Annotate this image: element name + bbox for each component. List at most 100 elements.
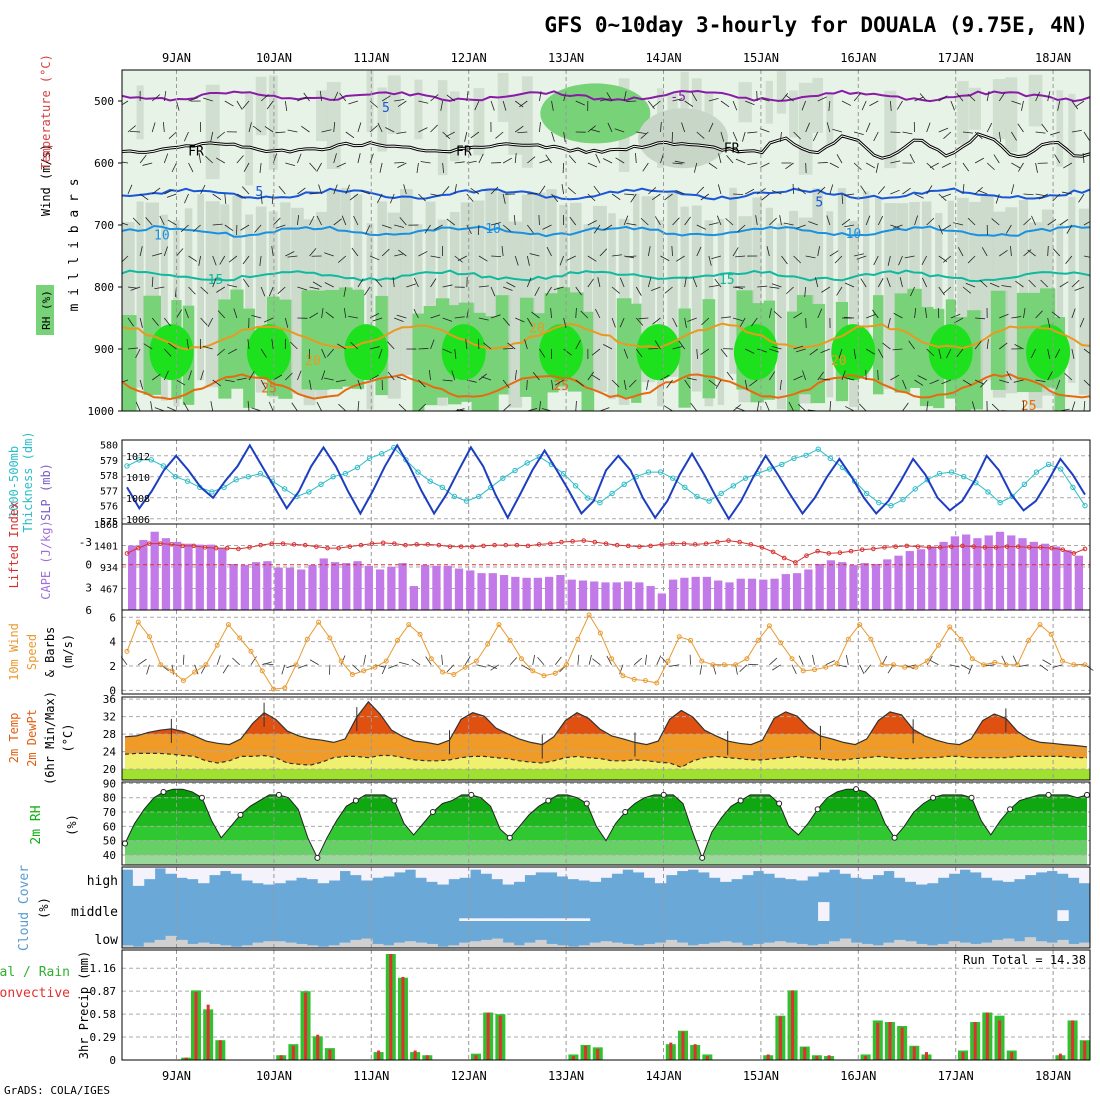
rh-column [812,188,824,375]
wind-barb [696,131,705,139]
wind-barb [163,91,167,102]
y-tick-label: 4 [109,636,116,649]
wind-speed-point [879,662,885,668]
axis-label: 1000-500mb [7,446,21,518]
wind-barb [636,131,647,135]
wind-barb [285,251,295,257]
wind-barb [999,313,1009,319]
wind-barb [756,90,758,102]
panel-border [121,439,1091,525]
wind-speed-point [327,635,333,641]
cloud-high-cell [622,867,634,870]
wind-barb [224,100,234,107]
thickness-point [281,486,288,492]
wind-barb [623,379,627,390]
cloud-high-cell [524,867,536,876]
wind-barb [297,286,308,291]
wind-barb [260,94,269,102]
wind-barb [708,97,719,102]
lifted-point [180,543,185,549]
wind-barb [691,92,698,102]
wind-barb [626,255,637,258]
wind-barb [163,317,171,327]
cape-bar [725,582,734,610]
cloud-low-cell [470,941,482,948]
bottom-date-labels: 9JAN 10JAN 11JAN 12JAN 13JAN 14JAN 15JAN 16JAN 1… [162,1069,1071,1083]
rh-point [1007,806,1014,813]
lifted-point [581,538,587,543]
wind-speed-point [609,656,615,662]
cloud-high-cell [328,867,341,881]
axis-label: Thickness (dm) [21,431,35,532]
rh-column [969,201,981,388]
wind-barb [236,155,244,164]
cloud-low-cell [1035,941,1047,948]
cape-bar [962,534,971,610]
rh-column [423,305,438,406]
wind-speed-point [755,637,761,643]
rh-column [232,195,242,382]
precip-conv-bar [669,1042,673,1060]
wind-barb [853,162,862,171]
cloud-low-cell [578,945,591,948]
wind-barb [297,370,302,381]
thickness-point [742,475,749,481]
wind-barb [446,664,455,673]
wind-speed-point [913,664,919,670]
wind-barb [381,248,390,257]
thickness-point [791,455,797,462]
top-date-labels: 9JAN 10JAN 11JAN 12JAN 13JAN 14JAN 15JAN 16JAN 1… [162,51,1071,65]
wind-barb [442,162,445,173]
cloud-high-cell [959,867,971,870]
rh-column [633,193,640,380]
cloud-high-cell [992,867,1004,881]
wind-barb [216,348,226,356]
cloud-low-cell [774,941,786,948]
cloud-high-cell [535,867,547,873]
wind-barb [602,158,613,164]
wind-barb [623,91,627,102]
wind-barb [1051,311,1061,319]
rh-column [789,90,799,138]
cloud-high-cell [274,867,286,884]
rh-point [930,794,937,801]
wind-barb [345,131,355,139]
wind-barb [890,160,901,164]
wind-barb [515,317,525,323]
wind-barb [184,131,189,142]
wind-barb [646,379,649,390]
cloud-mid-cell [524,918,536,921]
cloud-mid-cell [535,918,547,921]
cape-bar [612,582,621,610]
precip-conv-bar [827,1055,831,1060]
wind-barb [154,286,165,290]
wind-barb [892,224,903,229]
wind-barb [539,122,541,133]
cloud-high-cell [981,867,993,878]
wind-barb [769,371,776,381]
wind-barb [1023,249,1032,257]
wind-barb [399,217,407,226]
wind-barb [1011,100,1021,105]
cape-bar [871,563,881,610]
y-tick-label: 1000 [88,405,115,418]
thickness-point [415,469,421,475]
wind-barb [146,664,150,675]
isotherm-label: 25 [1021,399,1037,414]
wind-barb [815,277,819,288]
rh-column [326,82,341,169]
wind-barb [941,379,952,385]
date-label: 17JAN [938,51,974,65]
cloud-high-cell [611,867,623,874]
cloud-high-cell [437,867,449,885]
wind-speed-point [924,658,930,664]
cape-bar [826,560,836,610]
wind-barb [457,255,468,262]
cloud-low-cell [209,943,221,948]
rh-column [136,201,144,388]
rh-point [545,797,552,804]
rh-column [218,299,232,399]
wind-barb [999,379,1010,384]
panel-border [121,609,1091,695]
